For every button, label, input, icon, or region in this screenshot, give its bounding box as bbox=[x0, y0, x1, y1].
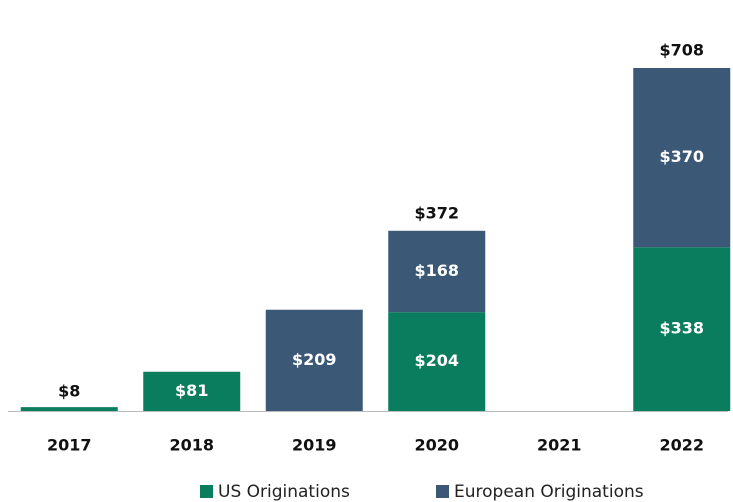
value-label: $8 bbox=[58, 382, 80, 401]
bar-segment bbox=[265, 309, 363, 411]
legend-label: US Originations bbox=[218, 482, 350, 502]
bar-segment bbox=[20, 407, 118, 411]
x-tick-label: 2017 bbox=[47, 436, 92, 455]
bar-segment bbox=[143, 371, 241, 411]
x-tick-label: 2018 bbox=[169, 436, 214, 455]
value-label: $81 bbox=[175, 381, 208, 400]
legend-swatch bbox=[200, 485, 213, 498]
bar-segment bbox=[633, 68, 731, 248]
bar-segment bbox=[388, 312, 486, 411]
total-label: $372 bbox=[414, 203, 459, 222]
value-label: $370 bbox=[659, 147, 704, 166]
total-label: $708 bbox=[659, 41, 704, 60]
x-tick-label: 2021 bbox=[537, 436, 582, 455]
bar-segment bbox=[633, 247, 731, 411]
x-tick-label: 2022 bbox=[659, 436, 704, 455]
x-tick-label: 2020 bbox=[414, 436, 459, 455]
value-label: $338 bbox=[659, 319, 704, 338]
legend-swatch bbox=[436, 485, 449, 498]
bar-segment bbox=[388, 230, 486, 313]
value-label: $204 bbox=[414, 351, 459, 370]
value-label: $209 bbox=[292, 350, 337, 369]
x-tick-label: 2019 bbox=[292, 436, 337, 455]
legend-label: European Originations bbox=[454, 482, 644, 502]
value-label: $168 bbox=[414, 261, 459, 280]
